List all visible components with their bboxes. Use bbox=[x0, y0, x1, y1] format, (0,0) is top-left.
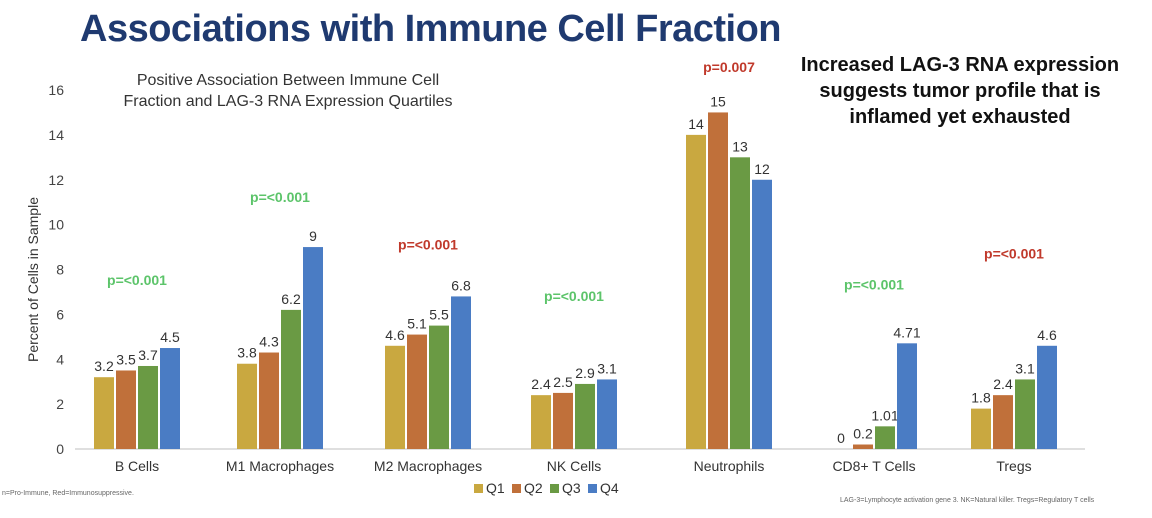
category-label: M1 Macrophages bbox=[226, 458, 334, 474]
data-label: 3.1 bbox=[1015, 360, 1035, 376]
bar-q1 bbox=[94, 377, 114, 449]
chart-title: Positive Association Between Immune Cell… bbox=[123, 72, 453, 110]
data-label: 2.4 bbox=[531, 376, 551, 392]
bar-q2 bbox=[553, 392, 573, 449]
legend-label: Q1 bbox=[486, 480, 505, 496]
bar-q4 bbox=[303, 247, 323, 449]
p-value-annotation: p=<0.001 bbox=[544, 288, 604, 304]
bar-q3 bbox=[281, 309, 301, 449]
bar-q1 bbox=[385, 345, 405, 449]
data-label: 9 bbox=[309, 228, 317, 244]
data-label: 2.5 bbox=[553, 374, 573, 390]
data-label: 2.9 bbox=[575, 365, 595, 381]
data-label: 3.5 bbox=[116, 351, 136, 367]
y-tick-label: 8 bbox=[56, 262, 64, 278]
legend-swatch bbox=[550, 484, 559, 493]
y-tick-label: 16 bbox=[48, 82, 64, 98]
y-tick-label: 0 bbox=[56, 441, 64, 457]
category-label: M2 Macrophages bbox=[374, 458, 482, 474]
category-label: Tregs bbox=[996, 458, 1031, 474]
bar-q1 bbox=[686, 134, 706, 449]
y-tick-label: 10 bbox=[48, 217, 64, 233]
legend-label: Q2 bbox=[524, 480, 543, 496]
bar-q3 bbox=[1015, 379, 1035, 449]
y-tick-label: 4 bbox=[56, 351, 64, 367]
data-label: 1.01 bbox=[871, 407, 898, 423]
data-label: 3.2 bbox=[94, 358, 114, 374]
y-axis-title: Percent of Cells in Sample bbox=[25, 197, 41, 362]
y-tick-label: 2 bbox=[56, 396, 64, 412]
bar-q2 bbox=[993, 395, 1013, 449]
y-tick-label: 14 bbox=[48, 127, 64, 143]
bar-q1 bbox=[237, 363, 257, 449]
bar-q1 bbox=[971, 408, 991, 449]
p-value-annotation: p=0.007 bbox=[703, 59, 755, 75]
data-label: 0.2 bbox=[853, 426, 873, 442]
p-value-annotation: p=<0.001 bbox=[984, 245, 1044, 261]
legend-label: Q4 bbox=[600, 480, 619, 496]
bar-q3 bbox=[575, 383, 595, 449]
y-tick-label: 12 bbox=[48, 172, 64, 188]
legend-swatch bbox=[474, 484, 483, 493]
category-label: CD8+ T Cells bbox=[832, 458, 915, 474]
bar-q2 bbox=[116, 370, 136, 449]
footnote-right: LAG-3=Lymphocyte activation gene 3. NK=N… bbox=[840, 497, 1095, 504]
bar-q4 bbox=[897, 343, 917, 449]
bar-q1 bbox=[531, 395, 551, 449]
data-label: 2.4 bbox=[993, 376, 1013, 392]
p-value-annotation: p=<0.001 bbox=[250, 189, 310, 205]
legend-swatch bbox=[512, 484, 521, 493]
data-label: 4.6 bbox=[1037, 327, 1057, 343]
data-label: 0 bbox=[837, 430, 845, 446]
data-label: 3.7 bbox=[138, 347, 158, 363]
category-label: B Cells bbox=[115, 458, 159, 474]
data-label: 3.8 bbox=[237, 345, 257, 361]
bar-q4 bbox=[597, 379, 617, 449]
bar-q3 bbox=[875, 426, 895, 449]
bar-q4 bbox=[451, 296, 471, 449]
footnote-left: n=Pro-Immune, Red=Immunosuppressive. bbox=[2, 490, 134, 497]
legend-label: Q3 bbox=[562, 480, 581, 496]
p-value-annotation: p=<0.001 bbox=[107, 272, 167, 288]
data-label: 4.6 bbox=[385, 327, 405, 343]
data-label: 12 bbox=[754, 161, 770, 177]
category-label: Neutrophils bbox=[694, 458, 765, 474]
p-value-annotation: p=<0.001 bbox=[398, 236, 458, 252]
data-label: 14 bbox=[688, 116, 704, 132]
bar-q2 bbox=[407, 334, 427, 449]
bar-q3 bbox=[138, 365, 158, 449]
bar-q2 bbox=[259, 352, 279, 449]
page-title: Associations with Immune Cell Fraction bbox=[80, 8, 782, 50]
data-label: 6.2 bbox=[281, 291, 301, 307]
data-label: 5.5 bbox=[429, 307, 449, 323]
data-label: 4.5 bbox=[160, 329, 180, 345]
y-tick-label: 6 bbox=[56, 306, 64, 322]
data-label: 1.8 bbox=[971, 390, 991, 406]
data-label: 4.71 bbox=[893, 324, 920, 340]
data-label: 13 bbox=[732, 138, 748, 154]
bar-q4 bbox=[160, 348, 180, 449]
legend-swatch bbox=[588, 484, 597, 493]
data-label: 4.3 bbox=[259, 334, 279, 350]
category-label: NK Cells bbox=[547, 458, 601, 474]
data-label: 6.8 bbox=[451, 277, 471, 293]
bar-q3 bbox=[730, 157, 750, 449]
data-label: 3.1 bbox=[597, 360, 617, 376]
bar-q3 bbox=[429, 325, 449, 449]
bar-q2 bbox=[853, 444, 873, 449]
bar-q4 bbox=[752, 179, 772, 449]
side-note: Increased LAG-3 RNA expression suggests … bbox=[800, 54, 1120, 128]
data-label: 15 bbox=[710, 93, 726, 109]
data-label: 5.1 bbox=[407, 316, 427, 332]
p-value-annotation: p=<0.001 bbox=[844, 277, 904, 293]
bar-q4 bbox=[1037, 345, 1057, 449]
bar-q2 bbox=[708, 112, 728, 449]
